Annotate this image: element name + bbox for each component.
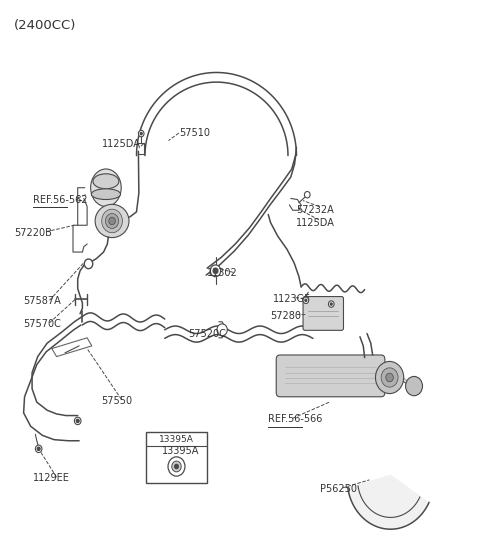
Text: P56250: P56250: [320, 484, 357, 494]
Text: 57220B: 57220B: [14, 228, 52, 238]
Ellipse shape: [93, 174, 119, 189]
Text: 57550: 57550: [101, 396, 132, 406]
Circle shape: [37, 447, 40, 450]
Text: 1129EE: 1129EE: [33, 473, 70, 484]
Text: 57280: 57280: [271, 311, 301, 322]
Text: 1123GF: 1123GF: [273, 294, 311, 304]
Circle shape: [210, 265, 221, 277]
Text: 11302: 11302: [207, 269, 238, 278]
Text: 13395A: 13395A: [159, 435, 194, 444]
Ellipse shape: [95, 205, 129, 237]
Circle shape: [217, 324, 228, 336]
Text: REF.56-566: REF.56-566: [268, 414, 323, 424]
Text: 57520C: 57520C: [188, 329, 226, 339]
Text: REF.56-562: REF.56-562: [33, 195, 87, 205]
Circle shape: [213, 268, 218, 274]
Circle shape: [304, 191, 310, 198]
Circle shape: [140, 132, 142, 135]
Polygon shape: [348, 475, 429, 529]
Text: 57570C: 57570C: [24, 319, 61, 329]
Ellipse shape: [91, 169, 121, 206]
Circle shape: [328, 301, 334, 307]
Circle shape: [138, 130, 144, 137]
Circle shape: [386, 373, 393, 382]
Circle shape: [84, 259, 93, 269]
Text: 1125DA: 1125DA: [102, 139, 141, 149]
Circle shape: [74, 417, 81, 424]
Ellipse shape: [91, 189, 120, 200]
Text: 57587A: 57587A: [24, 296, 61, 306]
Circle shape: [172, 461, 181, 472]
FancyBboxPatch shape: [276, 355, 385, 397]
Circle shape: [106, 213, 119, 229]
Circle shape: [330, 303, 332, 305]
Circle shape: [36, 445, 42, 452]
Circle shape: [381, 368, 398, 387]
Text: (2400CC): (2400CC): [14, 19, 77, 32]
Text: 13395A: 13395A: [162, 446, 200, 457]
Circle shape: [406, 376, 422, 395]
Circle shape: [375, 362, 404, 394]
Circle shape: [109, 217, 115, 225]
Circle shape: [303, 297, 309, 304]
Circle shape: [168, 457, 185, 476]
Circle shape: [76, 420, 79, 422]
Circle shape: [305, 299, 307, 301]
Circle shape: [102, 209, 122, 233]
FancyBboxPatch shape: [303, 296, 344, 330]
Circle shape: [175, 464, 179, 469]
Text: 1125DA: 1125DA: [297, 218, 336, 228]
Text: 57510: 57510: [179, 128, 210, 138]
FancyBboxPatch shape: [146, 432, 207, 482]
Text: 57232A: 57232A: [297, 205, 334, 216]
